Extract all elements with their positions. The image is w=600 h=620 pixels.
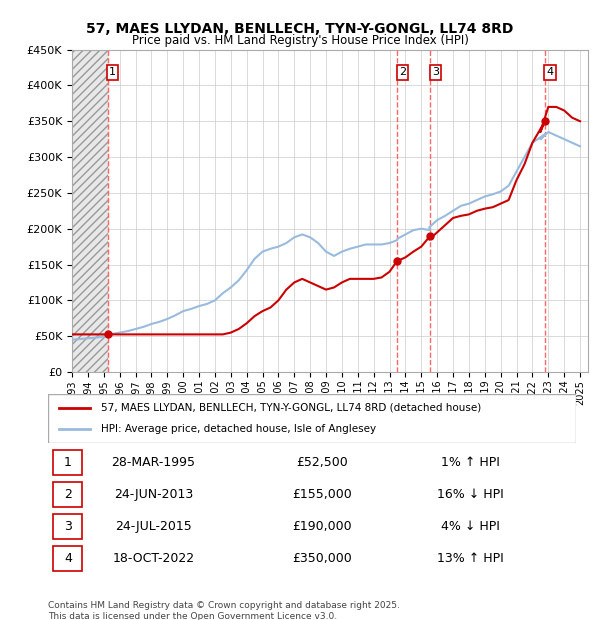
FancyBboxPatch shape [48, 394, 576, 443]
Text: 2: 2 [64, 488, 72, 501]
Text: 3: 3 [64, 520, 72, 533]
FancyBboxPatch shape [53, 546, 82, 571]
Text: Contains HM Land Registry data © Crown copyright and database right 2025.
This d: Contains HM Land Registry data © Crown c… [48, 601, 400, 620]
Text: £155,000: £155,000 [293, 488, 352, 501]
Text: 57, MAES LLYDAN, BENLLECH, TYN-Y-GONGL, LL74 8RD (detached house): 57, MAES LLYDAN, BENLLECH, TYN-Y-GONGL, … [101, 402, 481, 412]
Text: 24-JUL-2015: 24-JUL-2015 [115, 520, 192, 533]
Bar [72, 50, 107, 372]
Text: 3: 3 [432, 68, 439, 78]
Text: 57, MAES LLYDAN, BENLLECH, TYN-Y-GONGL, LL74 8RD: 57, MAES LLYDAN, BENLLECH, TYN-Y-GONGL, … [86, 22, 514, 36]
Text: HPI: Average price, detached house, Isle of Anglesey: HPI: Average price, detached house, Isle… [101, 425, 376, 435]
Text: 24-JUN-2013: 24-JUN-2013 [114, 488, 193, 501]
Text: 1: 1 [109, 68, 116, 78]
Text: £190,000: £190,000 [293, 520, 352, 533]
Text: £52,500: £52,500 [296, 456, 349, 469]
FancyBboxPatch shape [53, 450, 82, 475]
Text: 1% ↑ HPI: 1% ↑ HPI [441, 456, 500, 469]
Text: 4: 4 [547, 68, 554, 78]
Text: 1: 1 [64, 456, 72, 469]
Text: Price paid vs. HM Land Registry's House Price Index (HPI): Price paid vs. HM Land Registry's House … [131, 34, 469, 47]
Text: 18-OCT-2022: 18-OCT-2022 [113, 552, 194, 565]
Text: 4% ↓ HPI: 4% ↓ HPI [441, 520, 500, 533]
FancyBboxPatch shape [53, 514, 82, 539]
Text: 28-MAR-1995: 28-MAR-1995 [112, 456, 196, 469]
Text: 13% ↑ HPI: 13% ↑ HPI [437, 552, 504, 565]
FancyBboxPatch shape [53, 482, 82, 507]
Text: 2: 2 [399, 68, 406, 78]
Text: 4: 4 [64, 552, 72, 565]
Text: £350,000: £350,000 [293, 552, 352, 565]
Text: 16% ↓ HPI: 16% ↓ HPI [437, 488, 504, 501]
Bar [72, 50, 107, 372]
